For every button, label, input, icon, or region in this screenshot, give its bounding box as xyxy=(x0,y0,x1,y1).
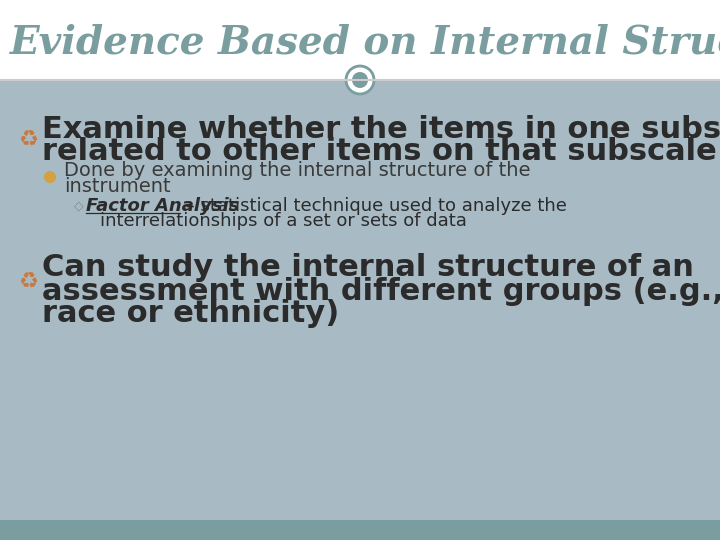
Text: ♻: ♻ xyxy=(18,130,38,150)
Text: interrelationships of a set or sets of data: interrelationships of a set or sets of d… xyxy=(100,212,467,230)
Text: – statistical technique used to analyze the: – statistical technique used to analyze … xyxy=(180,197,567,215)
Text: related to other items on that subscale: related to other items on that subscale xyxy=(42,138,716,166)
Text: Factor Analysis: Factor Analysis xyxy=(86,197,239,215)
Text: race or ethnicity): race or ethnicity) xyxy=(42,300,339,328)
Text: instrument: instrument xyxy=(64,177,171,195)
Text: Evidence Based on Internal Structure: Evidence Based on Internal Structure xyxy=(10,24,720,62)
Circle shape xyxy=(346,66,374,94)
Circle shape xyxy=(352,72,368,88)
FancyBboxPatch shape xyxy=(0,80,720,520)
Circle shape xyxy=(44,171,56,183)
FancyBboxPatch shape xyxy=(0,0,720,80)
Text: Examine whether the items in one subscale are: Examine whether the items in one subscal… xyxy=(42,114,720,144)
Text: ♻: ♻ xyxy=(18,272,38,292)
Text: Done by examining the internal structure of the: Done by examining the internal structure… xyxy=(64,160,531,179)
Text: Can study the internal structure of an: Can study the internal structure of an xyxy=(42,253,694,282)
Text: assessment with different groups (e.g., gender,: assessment with different groups (e.g., … xyxy=(42,276,720,306)
FancyBboxPatch shape xyxy=(0,520,720,540)
Text: ◇: ◇ xyxy=(74,199,84,213)
